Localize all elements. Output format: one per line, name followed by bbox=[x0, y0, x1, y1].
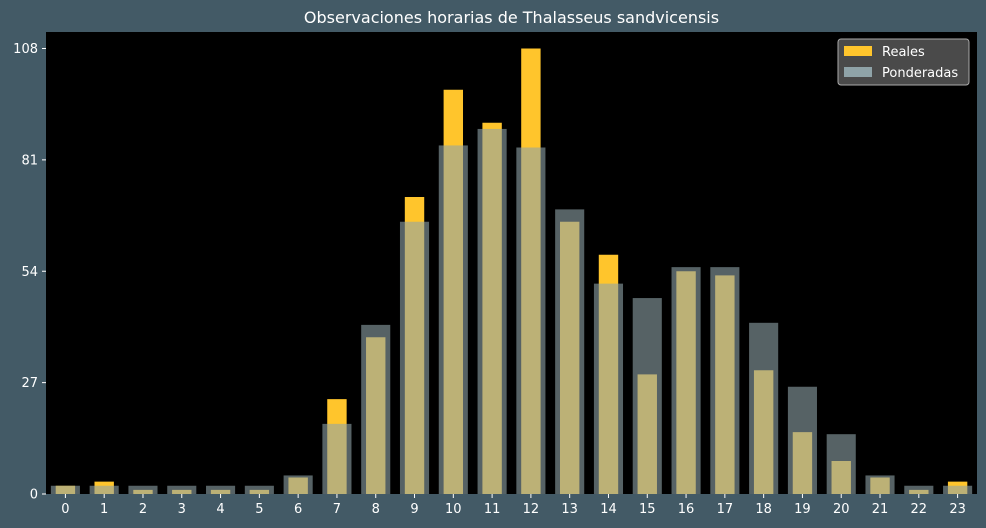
bar-ponderadas-12 bbox=[516, 147, 546, 494]
bar-ponderadas-0 bbox=[50, 485, 80, 494]
bar-ponderadas-18 bbox=[749, 322, 779, 494]
x-tick-label: 2 bbox=[139, 502, 147, 517]
plot-area bbox=[46, 32, 977, 494]
legend-label-reales: Reales bbox=[882, 45, 925, 60]
x-tick-label: 11 bbox=[484, 502, 501, 517]
bar-ponderadas-9 bbox=[399, 221, 430, 494]
y-tick-label: 0 bbox=[30, 488, 38, 503]
legend-swatch-reales bbox=[844, 46, 872, 56]
x-tick-label: 3 bbox=[178, 502, 186, 517]
x-axis: 0 1 2 3 4 5 6 7 8 9 10 11 12 13 14 15 16 17 18 19 20 21 22 23 bbox=[61, 494, 966, 517]
x-tick-label: 8 bbox=[372, 502, 380, 517]
bar-ponderadas-10 bbox=[438, 145, 468, 494]
x-tick-label: 14 bbox=[600, 502, 617, 517]
bar-ponderadas-19 bbox=[787, 386, 817, 494]
bar-ponderadas-6 bbox=[283, 475, 313, 494]
x-tick-label: 19 bbox=[794, 502, 811, 517]
x-tick-label: 10 bbox=[445, 502, 462, 517]
x-tick-label: 7 bbox=[333, 502, 341, 517]
chart-title: Observaciones horarias de Thalasseus san… bbox=[304, 8, 719, 27]
x-tick-label: 9 bbox=[410, 502, 418, 517]
x-tick-label: 4 bbox=[216, 502, 224, 517]
legend: Reales Ponderadas bbox=[837, 38, 970, 86]
ponderadas-series bbox=[50, 128, 973, 495]
x-tick-label: 0 bbox=[61, 502, 69, 517]
bar-ponderadas-13 bbox=[555, 209, 585, 495]
bar-ponderadas-20 bbox=[826, 434, 856, 494]
x-tick-label: 1 bbox=[100, 502, 108, 517]
legend-label-ponderadas: Ponderadas bbox=[882, 66, 958, 81]
bar-ponderadas-16 bbox=[671, 267, 701, 495]
y-tick-label: 27 bbox=[21, 376, 38, 391]
y-tick-label: 108 bbox=[13, 42, 38, 57]
bar-ponderadas-14 bbox=[593, 283, 624, 495]
bar-ponderadas-23 bbox=[943, 485, 973, 494]
bar-ponderadas-17 bbox=[710, 267, 740, 495]
bar-ponderadas-2 bbox=[128, 485, 158, 494]
bar-ponderadas-5 bbox=[244, 485, 274, 494]
bar-ponderadas-21 bbox=[865, 475, 895, 494]
legend-swatch-ponderadas bbox=[844, 67, 872, 77]
x-tick-label: 20 bbox=[833, 502, 850, 517]
y-tick-label: 81 bbox=[21, 153, 38, 168]
x-tick-label: 12 bbox=[523, 502, 540, 517]
bar-ponderadas-22 bbox=[904, 485, 934, 494]
x-tick-label: 18 bbox=[755, 502, 772, 517]
bar-ponderadas-8 bbox=[361, 324, 391, 495]
x-tick-label: 21 bbox=[872, 502, 889, 517]
bar-ponderadas-3 bbox=[167, 485, 197, 494]
bar-ponderadas-4 bbox=[206, 485, 236, 494]
x-tick-label: 16 bbox=[678, 502, 695, 517]
x-tick-label: 17 bbox=[717, 502, 734, 517]
y-tick-label: 54 bbox=[21, 265, 38, 280]
x-tick-label: 22 bbox=[911, 502, 928, 517]
x-tick-label: 5 bbox=[255, 502, 263, 517]
x-tick-label: 13 bbox=[561, 502, 578, 517]
bar-ponderadas-7 bbox=[322, 423, 352, 495]
bar-ponderadas-1 bbox=[89, 485, 119, 494]
y-axis: 0 27 54 81 108 bbox=[13, 42, 46, 503]
x-tick-label: 15 bbox=[639, 502, 656, 517]
bar-ponderadas-11 bbox=[477, 128, 507, 494]
x-tick-label: 23 bbox=[949, 502, 966, 517]
bar-ponderadas-15 bbox=[632, 298, 662, 494]
x-tick-label: 6 bbox=[294, 502, 302, 517]
